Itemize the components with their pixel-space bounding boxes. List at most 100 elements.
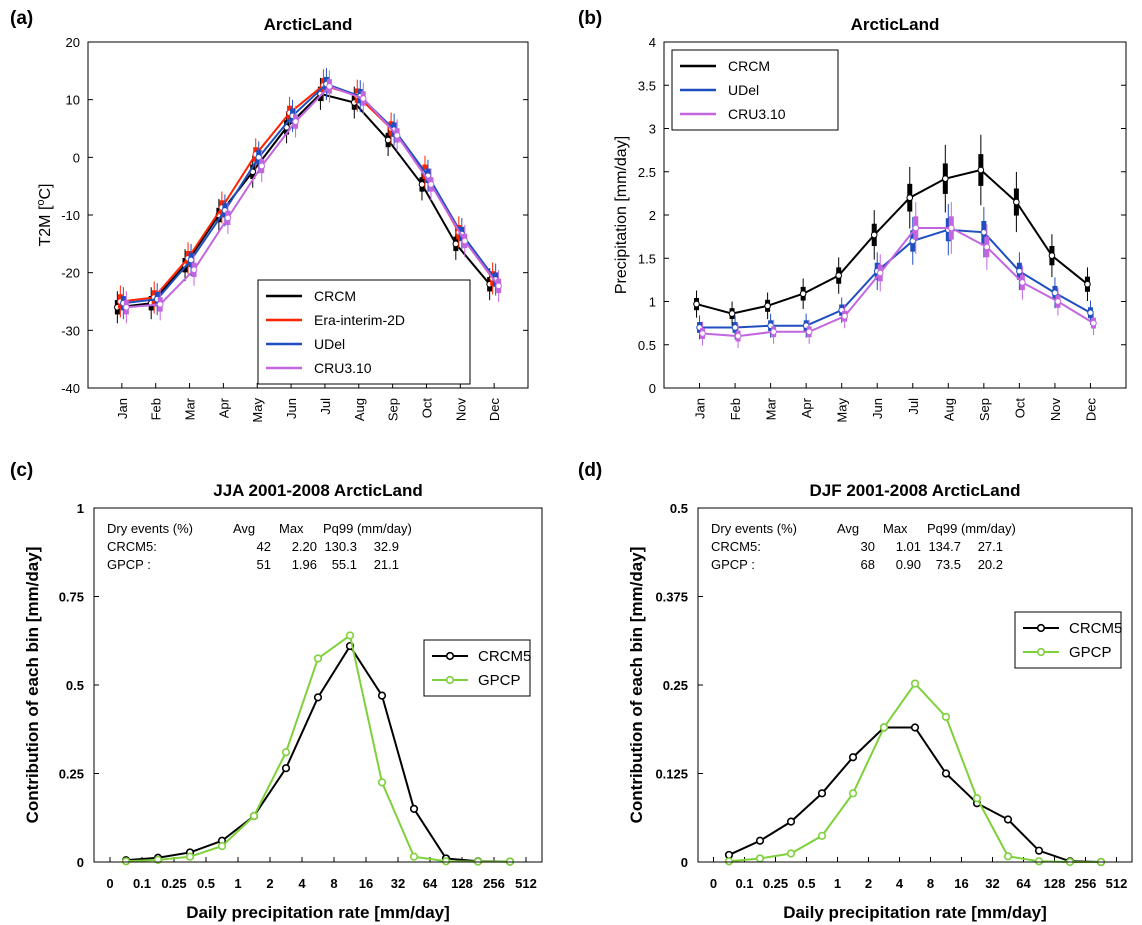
x-tick-label: Feb bbox=[149, 398, 164, 420]
point-CRU3.10 bbox=[876, 269, 884, 277]
point-CRCM5 bbox=[313, 693, 323, 702]
stats-cell: 32.9 bbox=[374, 539, 399, 554]
legend: CRCM UDel CRU3.10 bbox=[671, 49, 839, 131]
stats-cell: 0.90 bbox=[896, 557, 921, 572]
point-GPCP bbox=[345, 631, 355, 640]
point-GPCP bbox=[910, 679, 920, 688]
x-tick-label: 0.1 bbox=[735, 876, 753, 891]
plot-frame bbox=[93, 507, 543, 863]
x-tick-label: Jun bbox=[284, 398, 299, 419]
x-tick-label: Aug bbox=[352, 398, 367, 421]
point-CRCM bbox=[799, 290, 807, 298]
y-tick-label: 0.5 bbox=[670, 501, 688, 516]
x-tick-label: 4 bbox=[896, 876, 904, 891]
stats-header: Max bbox=[279, 521, 304, 536]
y-axis-label: T2M [oC] bbox=[35, 183, 54, 246]
x-tick-label: 128 bbox=[1044, 876, 1066, 891]
stats-table: Dry events (%) Avg Max Pq99 (mm/day) CRCM5: 3… bbox=[711, 521, 1016, 572]
point-CRCM5 bbox=[817, 789, 827, 798]
point-UDel bbox=[980, 229, 988, 236]
series-line-GPCP bbox=[728, 682, 1101, 863]
y-axis-label: Precipitation [mm/day] bbox=[613, 136, 630, 294]
stats-cell: 27.1 bbox=[978, 539, 1003, 554]
chart-panel-c: JJA 2001-2008 ArcticLand 0 0.25 0.5 0.75 1 0 0.… bbox=[23, 481, 543, 922]
point-GPCP bbox=[724, 857, 734, 866]
point-CRCM bbox=[835, 272, 842, 279]
plot-frame bbox=[697, 507, 1133, 863]
point-CRCM bbox=[693, 300, 700, 308]
x-tick-label: 64 bbox=[1016, 876, 1031, 891]
point-CRCM bbox=[870, 231, 878, 239]
point-GPCP bbox=[249, 811, 259, 821]
x-tick-label: Jul bbox=[318, 398, 333, 415]
x-tick-label: 128 bbox=[451, 876, 473, 891]
panel-label-d: (d) bbox=[578, 460, 602, 481]
x-tick-label: 4 bbox=[298, 876, 306, 891]
plot-frame bbox=[663, 41, 1127, 389]
legend-label-CRCM5: CRCM5 bbox=[478, 648, 531, 665]
stats-cell: 21.1 bbox=[374, 557, 399, 572]
stats-cell: GPCP : bbox=[711, 557, 755, 572]
x-tick-label: Jan bbox=[115, 398, 130, 419]
x-tick-label: Jan bbox=[693, 398, 708, 419]
point-CRCM bbox=[1048, 252, 1056, 259]
point-UDel bbox=[1051, 289, 1059, 297]
point-UDel bbox=[1087, 309, 1094, 317]
stats-cell: 2.20 bbox=[292, 539, 317, 554]
x-tick-label: Nov bbox=[1048, 398, 1063, 422]
y-tick-label: 0 bbox=[681, 855, 688, 870]
legend: CRCM Era-interim-2D UDel CRU3.10 bbox=[257, 279, 471, 385]
x-tick-label: 8 bbox=[330, 876, 337, 891]
point-CRU3.10 bbox=[1054, 298, 1062, 305]
x-tick-label: Nov bbox=[453, 398, 468, 422]
x-tick-label: 0.5 bbox=[797, 876, 815, 891]
series-line-CRU3.10 bbox=[702, 226, 1094, 338]
series-line-CRCM5 bbox=[728, 726, 1102, 863]
point-CRU3.10 bbox=[326, 83, 333, 90]
point-CRCM5 bbox=[848, 753, 858, 762]
x-tick-label: 16 bbox=[954, 876, 968, 891]
y-axis-label: Contribution of each bin [mm/day] bbox=[627, 547, 646, 824]
stats-header: Pq99 (mm/day) bbox=[323, 521, 412, 536]
point-GPCP bbox=[879, 723, 889, 732]
stats-cell: 134.7 bbox=[928, 539, 961, 554]
point-CRU3.10 bbox=[156, 301, 164, 308]
y-tick-label: 0.375 bbox=[655, 590, 688, 605]
point-CRU3.10 bbox=[699, 330, 706, 337]
point-GPCP bbox=[217, 841, 227, 851]
y-tick-label: 4 bbox=[649, 35, 656, 50]
plot-frame bbox=[87, 41, 529, 389]
stats-cell: 73.5 bbox=[936, 557, 961, 572]
point-CRU3.10 bbox=[393, 132, 401, 139]
stats-cell: CRCM5: bbox=[711, 539, 761, 554]
y-tick-label: 0.125 bbox=[655, 767, 688, 782]
legend-marker-GPCP bbox=[445, 675, 455, 685]
y-tick-label: 0 bbox=[649, 381, 656, 396]
legend-label-CRCM: CRCM bbox=[314, 288, 356, 304]
x-tick-label: 1 bbox=[234, 876, 241, 891]
y-tick-label: -20 bbox=[61, 266, 80, 281]
legend-label-CRU3.10: CRU3.10 bbox=[728, 106, 786, 122]
y-tick-label: 0 bbox=[77, 855, 84, 870]
x-tick-label: 2 bbox=[266, 876, 273, 891]
chart-title: ArcticLand bbox=[851, 15, 940, 34]
legend: CRCM5 GPCP bbox=[423, 639, 531, 697]
point-CRU3.10 bbox=[805, 328, 813, 336]
chart-panel-a: ArcticLand -40 -30 -20 -10 0 10 20 Jan Feb Mar Apr M… bbox=[35, 15, 529, 423]
point-CRU3.10 bbox=[495, 282, 502, 290]
x-axis-label: Daily precipitation rate [mm/day] bbox=[186, 903, 450, 922]
point-CRCM5 bbox=[281, 764, 291, 773]
legend-label-CRCM: CRCM bbox=[728, 58, 770, 74]
point-CRCM5 bbox=[941, 769, 951, 778]
x-tick-label: Aug bbox=[941, 398, 956, 421]
legend-marker-CRCM5 bbox=[445, 651, 455, 661]
x-tick-label: 32 bbox=[391, 876, 405, 891]
point-GPCP bbox=[755, 854, 765, 863]
point-GPCP bbox=[972, 794, 982, 803]
y-tick-label: 1 bbox=[77, 501, 84, 516]
point-CRU3.10 bbox=[292, 118, 299, 125]
y-tick-label: 20 bbox=[66, 35, 80, 50]
point-GPCP bbox=[441, 857, 451, 866]
x-tick-label: 0.1 bbox=[133, 876, 151, 891]
stats-cell: 55.1 bbox=[332, 557, 357, 572]
